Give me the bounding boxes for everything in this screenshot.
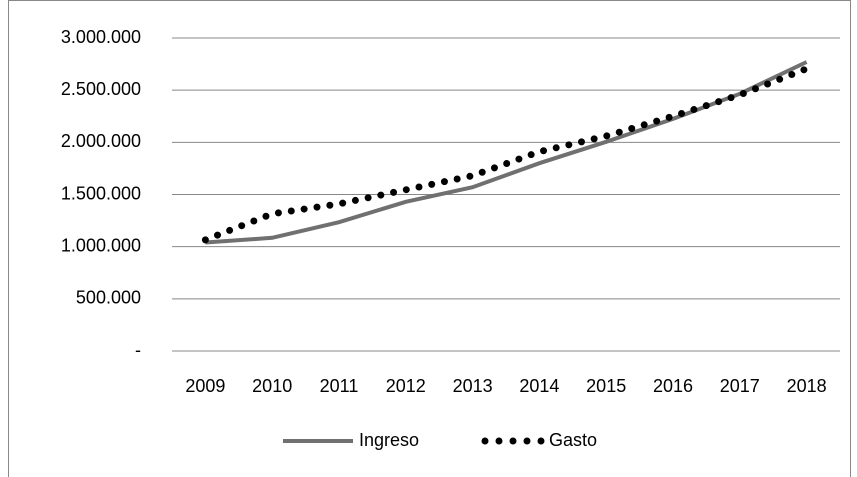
y-tick-label: - [135,340,141,360]
x-tick-label: 2015 [586,376,626,396]
x-tick-label: 2009 [185,376,225,396]
x-tick-label: 2013 [453,376,493,396]
y-tick-label: 2.500.000 [61,79,141,99]
y-tick-label: 1.500.000 [61,183,141,203]
x-tick-label: 2016 [653,376,693,396]
y-tick-label: 500.000 [76,288,141,308]
x-tick-label: 2011 [320,376,359,396]
y-tick-label: 3.000.000 [61,27,141,47]
legend-label: Gasto [549,430,597,450]
y-tick-label: 2.000.000 [61,131,141,151]
y-tick-label: 1.000.000 [61,235,141,255]
x-tick-label: 2018 [787,376,827,396]
x-tick-label: 2010 [252,376,292,396]
x-tick-label: 2017 [720,376,760,396]
legend-label: Ingreso [359,430,419,450]
series-line [201,65,811,244]
x-tick-label: 2014 [519,376,559,396]
chart-border [8,0,851,477]
series-line [205,60,808,245]
x-tick-label: 2012 [386,376,426,396]
